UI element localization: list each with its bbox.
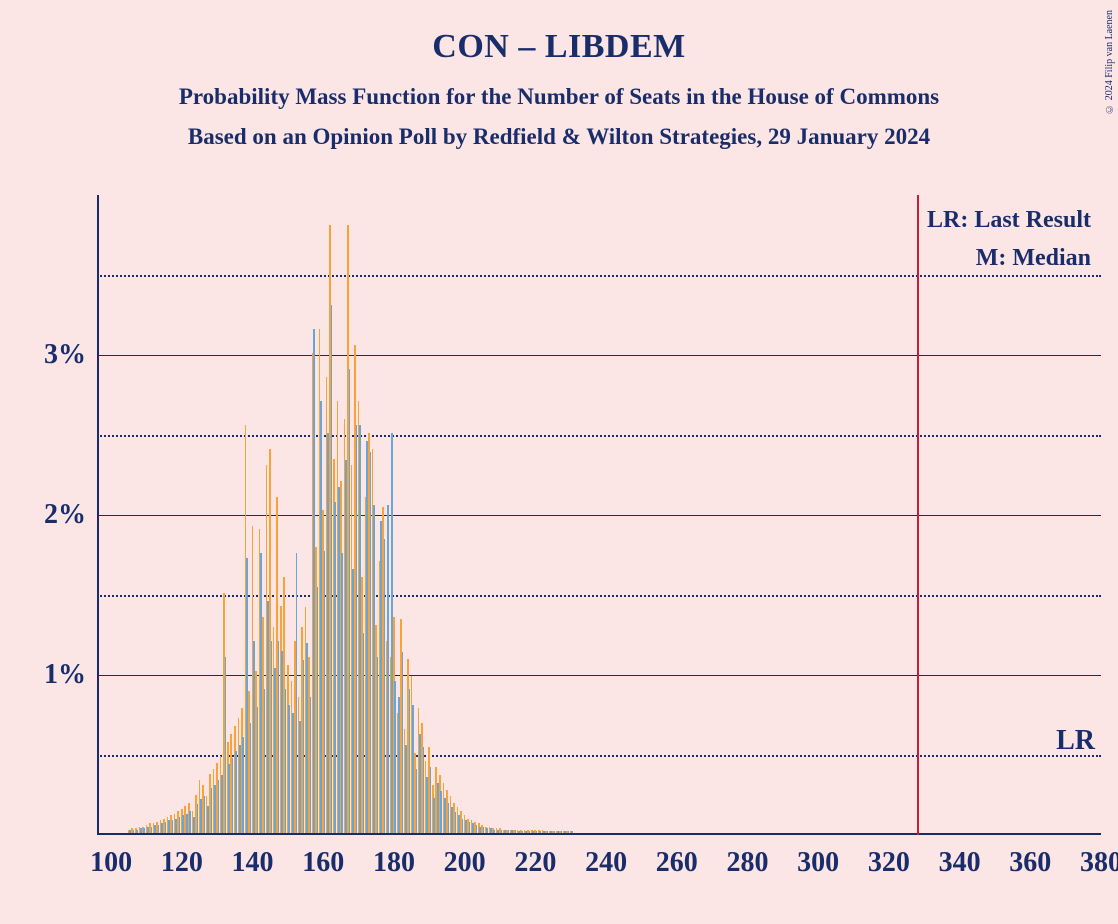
chart-subtitle2: Based on an Opinion Poll by Redfield & W… (0, 110, 1118, 150)
x-axis-label: 260 (656, 847, 698, 879)
x-axis-label: 300 (797, 847, 839, 879)
x-axis-label: 120 (161, 847, 203, 879)
chart-plot-area: LR: Last Result M: Median LR 1%2%3% 1001… (97, 195, 1101, 835)
x-axis-label: 180 (373, 847, 415, 879)
x-axis (97, 833, 1101, 835)
x-axis-label: 200 (444, 847, 486, 879)
gridline-major (97, 675, 1101, 676)
lr-label: LR (1056, 725, 1095, 757)
y-axis-label: 2% (44, 499, 86, 531)
gridline-minor (97, 275, 1101, 277)
bar-blue (571, 831, 573, 833)
x-axis-label: 140 (232, 847, 274, 879)
chart-subtitle: Probability Mass Function for the Number… (0, 66, 1118, 110)
gridline-major (97, 515, 1101, 516)
x-axis-label: 280 (726, 847, 768, 879)
x-axis-label: 360 (1009, 847, 1051, 879)
x-axis-label: 160 (302, 847, 344, 879)
gridline-minor (97, 595, 1101, 597)
legend-lr: LR: Last Result (927, 207, 1091, 234)
chart-title: CON – LIBDEM (0, 0, 1118, 66)
legend-m: M: Median (976, 245, 1091, 272)
x-axis-label: 220 (514, 847, 556, 879)
gridline-minor (97, 435, 1101, 437)
y-axis-label: 1% (44, 659, 86, 691)
last-result-line (917, 195, 919, 835)
y-axis-label: 3% (44, 339, 86, 371)
copyright-text: © 2024 Filip van Laenen (1104, 10, 1115, 114)
x-axis-label: 320 (868, 847, 910, 879)
x-axis-label: 100 (90, 847, 132, 879)
x-axis-label: 340 (939, 847, 981, 879)
x-axis-label: 240 (585, 847, 627, 879)
x-axis-label: 380 (1080, 847, 1118, 879)
gridline-major (97, 355, 1101, 356)
